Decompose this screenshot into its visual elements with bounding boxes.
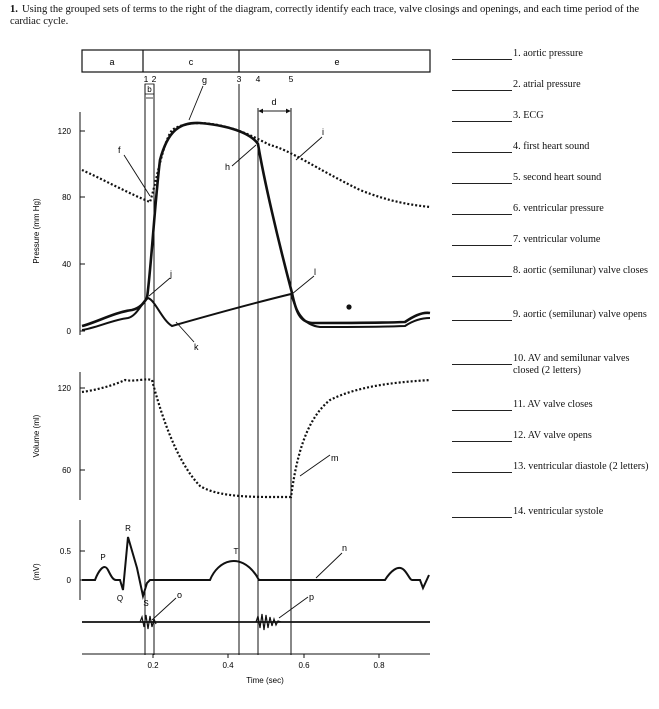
- trace-letter-l: l: [314, 267, 316, 277]
- answer-text-4: 4. first heart sound: [513, 141, 590, 152]
- trace-letter-p: p: [309, 592, 314, 602]
- answer-text-6: 6. ventricular pressure: [513, 203, 604, 214]
- event-number-1: 1: [144, 74, 149, 84]
- answer-blank-2[interactable]: [452, 90, 512, 91]
- atrial-pressure-trace: [81, 292, 431, 331]
- period-label-b: b: [147, 85, 152, 94]
- event-number-2: 2: [152, 74, 157, 84]
- pressure-axis-label: Pressure (mm Hg): [32, 198, 41, 264]
- answer-text-7: 7. ventricular volume: [513, 234, 601, 245]
- period-label-d: d: [271, 97, 276, 107]
- ventricular-pressure-trace: [81, 121, 431, 328]
- answer-text-10: 10. AV and semilunar valves closed (2 le…: [513, 353, 630, 376]
- pressure-tick-0: 0: [67, 327, 72, 336]
- answer-blank-4[interactable]: [452, 152, 512, 153]
- volume-axis-label: Volume (ml): [32, 414, 41, 457]
- time-tick-0-6: 0.6: [298, 661, 310, 670]
- period-label-c: c: [189, 57, 194, 67]
- answer-blank-6[interactable]: [452, 214, 512, 215]
- answer-blank-8[interactable]: [452, 276, 512, 277]
- ecg-trace: [82, 536, 430, 600]
- question-number: 1.: [10, 4, 18, 15]
- volume-tick-60: 60: [62, 466, 71, 475]
- trace-letter-j: j: [169, 269, 172, 279]
- ecg-wave-P: P: [100, 553, 105, 562]
- volume-tick-120: 120: [58, 384, 72, 393]
- ecg-tick-0-5: 0.5: [60, 547, 72, 556]
- event-number-3: 3: [237, 74, 242, 84]
- aortic-pressure-trace: [81, 122, 431, 209]
- trace-letter-m: m: [331, 453, 339, 463]
- second-heart-sound-burst: [255, 613, 282, 631]
- trace-letter-i: i: [322, 127, 324, 137]
- answer-text-3: 3. ECG: [513, 110, 544, 121]
- answer-blank-10[interactable]: [452, 364, 512, 365]
- answer-blank-5[interactable]: [452, 183, 512, 184]
- ecg-wave-Q: Q: [117, 594, 123, 603]
- answer-text-5: 5. second heart sound: [513, 172, 602, 183]
- answer-text-9: 9. aortic (semilunar) valve opens: [513, 309, 647, 320]
- answer-text-11: 11. AV valve closes: [513, 399, 593, 410]
- event-lines: [144, 84, 292, 655]
- ventricular-volume-trace: [81, 378, 431, 499]
- trace-letter-g: g: [202, 75, 207, 85]
- ecg-axis-label: (mV): [32, 563, 41, 581]
- marker-dot: [346, 304, 352, 310]
- answer-text-2: 2. atrial pressure: [513, 79, 581, 90]
- answer-text-1: 1. aortic pressure: [513, 48, 583, 59]
- answer-blank-11[interactable]: [452, 410, 512, 411]
- question-text: Using the grouped sets of terms to the r…: [10, 4, 640, 27]
- answer-text-14: 14. ventricular systole: [513, 506, 604, 517]
- answer-blank-13[interactable]: [452, 472, 512, 473]
- answer-blank-12[interactable]: [452, 441, 512, 442]
- trace-letter-f: f: [118, 145, 121, 155]
- period-bar: [81, 49, 431, 73]
- ecg-wave-S: S: [143, 599, 148, 608]
- answer-text-8: 8. aortic (semilunar) valve closes: [513, 265, 648, 276]
- trace-letter-n: n: [342, 543, 347, 553]
- question: 1. Using the grouped sets of terms to the…: [10, 4, 650, 28]
- answer-blank-9[interactable]: [452, 320, 512, 321]
- time-tick-0-2: 0.2: [147, 661, 159, 670]
- pressure-tick-40: 40: [62, 260, 71, 269]
- ecg-wave-R: R: [125, 524, 131, 533]
- period-label-a: a: [109, 57, 114, 67]
- time-tick-0-8: 0.8: [373, 661, 385, 670]
- time-tick-0-4: 0.4: [222, 661, 234, 670]
- first-heart-sound-burst: [139, 614, 157, 630]
- answer-blank-7[interactable]: [452, 245, 512, 246]
- event-number-4: 4: [256, 74, 261, 84]
- period-label-e: e: [334, 57, 339, 67]
- trace-letter-o: o: [177, 590, 182, 600]
- answer-blank-3[interactable]: [452, 121, 512, 122]
- answer-blank-14[interactable]: [452, 517, 512, 518]
- pressure-tick-80: 80: [62, 193, 71, 202]
- answer-blank-1[interactable]: [452, 59, 512, 60]
- event-number-5: 5: [289, 74, 294, 84]
- trace-letter-h: h: [225, 162, 230, 172]
- pressure-tick-120: 120: [58, 127, 72, 136]
- answer-text-13: 13. ventricular diastole (2 letters): [513, 461, 649, 472]
- ecg-wave-T: T: [234, 547, 239, 556]
- ecg-tick-0: 0: [67, 576, 72, 585]
- time-axis-label: Time (sec): [246, 676, 284, 685]
- answer-text-12: 12. AV valve opens: [513, 430, 592, 441]
- trace-letter-k: k: [194, 342, 199, 352]
